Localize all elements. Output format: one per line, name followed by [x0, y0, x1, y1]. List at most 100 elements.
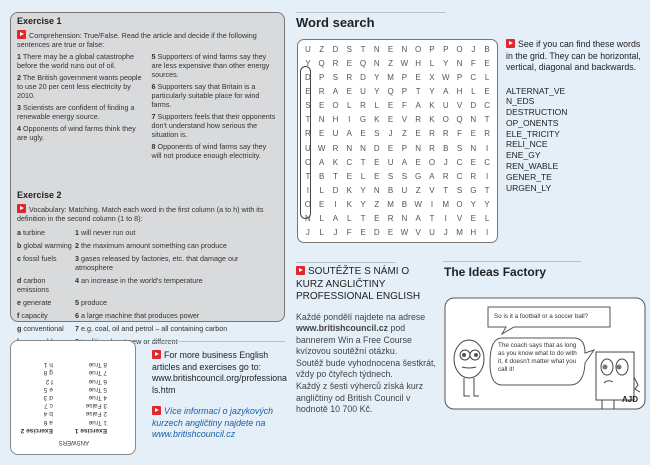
grid-letter[interactable]: O [456, 44, 463, 54]
grid-letter[interactable]: A [415, 214, 421, 224]
grid-letter[interactable]: H [415, 58, 422, 68]
grid-letter[interactable]: C [484, 101, 490, 111]
grid-letter[interactable]: S [387, 171, 394, 181]
grid-letter[interactable]: O [456, 200, 463, 210]
grid-letter[interactable]: A [319, 157, 325, 167]
grid-letter[interactable]: J [471, 44, 476, 54]
grid-letter[interactable]: Y [470, 200, 476, 210]
grid-letter[interactable]: J [443, 228, 448, 238]
grid-letter[interactable]: R [346, 72, 353, 82]
grid-letter[interactable]: E [387, 228, 394, 238]
grid-letter[interactable]: K [429, 115, 435, 125]
grid-letter[interactable]: T [360, 44, 366, 54]
grid-letter[interactable]: M [456, 228, 463, 238]
grid-letter[interactable]: U [387, 157, 394, 167]
grid-letter[interactable]: E [387, 115, 394, 125]
grid-letter[interactable]: Z [388, 58, 394, 68]
grid-letter[interactable]: T [429, 214, 435, 224]
grid-letter[interactable]: E [319, 200, 325, 210]
grid-letter[interactable]: E [470, 214, 476, 224]
grid-letter[interactable]: L [347, 101, 352, 111]
grid-letter[interactable]: R [442, 129, 449, 139]
grid-letter[interactable]: D [305, 72, 311, 82]
grid-letter[interactable]: G [359, 115, 367, 125]
grid-letter[interactable]: S [456, 143, 463, 153]
grid-letter[interactable]: P [401, 143, 408, 153]
grid-letter[interactable]: I [348, 115, 351, 125]
grid-letter[interactable]: G [415, 171, 422, 181]
grid-letter[interactable]: B [443, 143, 449, 153]
grid-letter[interactable]: V [456, 101, 463, 111]
grid-letter[interactable]: T [360, 214, 366, 224]
grid-letter[interactable]: W [414, 200, 422, 210]
grid-letter[interactable]: Z [374, 200, 380, 210]
grid-letter[interactable]: T [333, 171, 338, 181]
grid-letter[interactable]: Y [360, 185, 366, 195]
grid-letter[interactable]: H [332, 115, 339, 125]
grid-letter[interactable]: N [401, 44, 408, 54]
grid-letter[interactable]: N [415, 143, 422, 153]
grid-letter[interactable]: E [484, 58, 490, 68]
grid-letter[interactable]: S [346, 44, 352, 54]
grid-letter[interactable]: Y [429, 86, 435, 96]
grid-letter[interactable]: X [429, 72, 435, 82]
grid-letter[interactable]: R [332, 58, 339, 68]
grid-letter[interactable]: L [484, 72, 490, 82]
grid-letter[interactable]: L [319, 185, 324, 195]
grid-letter[interactable]: E [319, 101, 325, 111]
grid-letter[interactable]: N [456, 58, 463, 68]
grid-letter[interactable]: R [442, 171, 449, 181]
grid-letter[interactable]: D [373, 228, 380, 238]
grid-letter[interactable]: I [485, 143, 489, 153]
grid-letter[interactable]: E [319, 129, 325, 139]
grid-letter[interactable]: P [401, 86, 408, 96]
grid-letter[interactable]: N [373, 44, 380, 54]
grid-letter[interactable]: W [400, 58, 409, 68]
grid-letter[interactable]: E [374, 214, 380, 224]
grid-letter[interactable]: Z [415, 185, 421, 195]
grid-letter[interactable]: O [415, 44, 422, 54]
grid-letter[interactable]: N [305, 214, 311, 224]
grid-letter[interactable]: E [346, 58, 352, 68]
grid-letter[interactable]: U [305, 44, 311, 54]
grid-letter[interactable]: R [415, 115, 422, 125]
grid-letter[interactable]: P [443, 44, 449, 54]
grid-letter[interactable]: T [484, 115, 490, 125]
grid-letter[interactable]: E [387, 101, 394, 111]
grid-letter[interactable]: E [374, 157, 380, 167]
grid-letter[interactable]: O [442, 115, 449, 125]
grid-letter[interactable]: Y [443, 58, 449, 68]
grid-letter[interactable]: C [456, 157, 463, 167]
grid-letter[interactable]: M [442, 200, 450, 210]
grid-letter[interactable]: W [317, 143, 326, 153]
grid-letter[interactable]: V [401, 115, 408, 125]
grid-letter[interactable]: F [401, 101, 407, 111]
grid-letter[interactable]: K [374, 115, 380, 125]
grid-letter[interactable]: L [429, 58, 435, 68]
grid-letter[interactable]: T [415, 86, 421, 96]
grid-letter[interactable]: Q [456, 115, 463, 125]
grid-letter[interactable]: I [485, 171, 489, 181]
grid-letter[interactable]: L [374, 101, 380, 111]
grid-letter[interactable]: K [332, 157, 339, 167]
grid-letter[interactable]: I [306, 185, 309, 195]
grid-letter[interactable]: A [443, 86, 449, 96]
grid-letter[interactable]: N [360, 143, 366, 153]
grid-letter[interactable]: E [387, 143, 394, 153]
grid-letter[interactable]: I [430, 200, 434, 210]
grid-letter[interactable]: D [360, 72, 366, 82]
competition-link[interactable]: www.britishcouncil.cz [296, 323, 389, 334]
grid-letter[interactable]: S [401, 171, 408, 181]
grid-letter[interactable]: C [470, 72, 477, 82]
grid-letter[interactable]: L [360, 171, 366, 181]
grid-letter[interactable]: J [388, 129, 393, 139]
grid-letter[interactable]: T [360, 157, 366, 167]
grid-letter[interactable]: Q [359, 58, 367, 68]
grid-letter[interactable]: S [332, 72, 339, 82]
grid-letter[interactable]: E [346, 171, 352, 181]
grid-letter[interactable]: W [400, 228, 409, 238]
grid-letter[interactable]: A [415, 101, 421, 111]
grid-letter[interactable]: J [443, 157, 448, 167]
grid-letter[interactable]: N [373, 185, 380, 195]
grid-letter[interactable]: S [374, 129, 380, 139]
